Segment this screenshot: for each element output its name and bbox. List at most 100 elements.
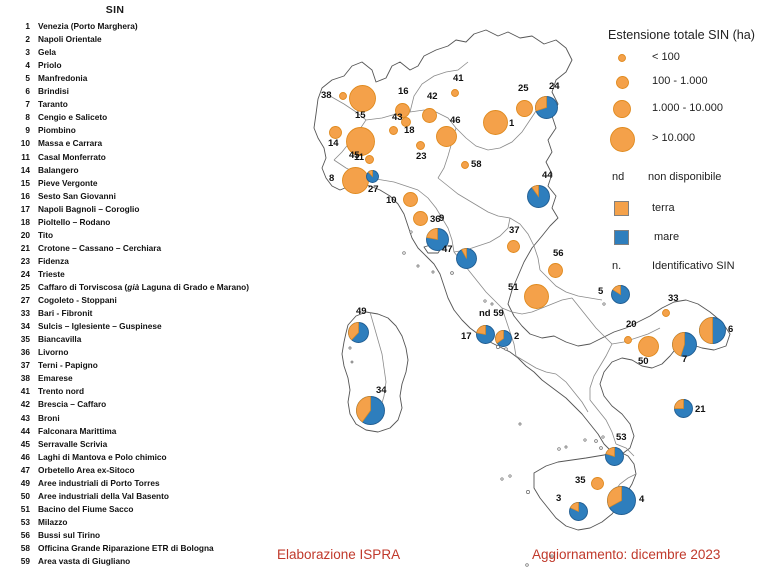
sin-marker-label: 58 — [471, 159, 482, 170]
sin-marker[interactable] — [328, 125, 343, 140]
sin-index-name: Venezia (Porto Marghera) — [38, 21, 138, 31]
legend-size-circle — [617, 53, 627, 63]
sin-index-name: Milazzo — [38, 516, 68, 527]
sin-marker[interactable] — [526, 184, 551, 209]
sin-marker[interactable] — [506, 239, 521, 254]
sin-marker-label: 38 — [321, 90, 332, 101]
legend-size-label: 1.000 - 10.000 — [652, 102, 723, 114]
sin-marker[interactable] — [415, 140, 426, 151]
sin-index-name: Napoli Bagnoli – Coroglio — [38, 203, 140, 214]
sin-index-number: 7 — [25, 99, 30, 110]
sin-marker[interactable] — [345, 126, 376, 157]
sin-marker[interactable] — [482, 109, 509, 136]
sin-index-name: Cengio e Saliceto — [38, 112, 108, 123]
sin-index-number: 18 — [20, 216, 30, 227]
sin-marker[interactable] — [355, 395, 386, 426]
sin-marker[interactable] — [671, 331, 698, 358]
sin-marker-label: 21 — [695, 404, 706, 415]
legend-terra-swatch — [614, 201, 629, 216]
sin-marker-label: 8 — [329, 173, 335, 184]
sin-index-number: 44 — [20, 425, 30, 436]
legend-title: Estensione totale SIN (ha) — [608, 28, 756, 42]
sin-index-name: Biancavilla — [38, 334, 82, 345]
sin-index-number: 45 — [20, 438, 30, 449]
sin-index-number: 6 — [25, 86, 30, 97]
sin-marker[interactable] — [421, 107, 438, 124]
sin-marker[interactable] — [402, 191, 419, 208]
sin-marker[interactable] — [610, 284, 631, 305]
sin-marker[interactable] — [400, 116, 412, 128]
sin-marker[interactable] — [547, 262, 564, 279]
sin-marker[interactable] — [435, 125, 458, 148]
sin-marker[interactable] — [388, 125, 399, 136]
legend-nd-label: non disponibile — [648, 171, 722, 183]
sin-marker[interactable] — [515, 99, 534, 118]
sin-index-name: Bari - Fibronit — [38, 308, 93, 319]
sin-index-name: Orbetello Area ex-Sitoco — [38, 464, 135, 475]
sin-marker[interactable] — [523, 283, 550, 310]
sin-marker[interactable] — [450, 88, 460, 98]
sin-marker-label: 45 — [349, 150, 360, 161]
sin-marker-label: 9 — [439, 213, 445, 224]
sin-index-name: Balangero — [38, 164, 79, 175]
sin-marker-label: 18 — [404, 125, 415, 136]
sin-marker[interactable] — [606, 485, 637, 516]
sin-index-number: 11 — [21, 151, 30, 162]
sin-index-number: 8 — [25, 112, 30, 123]
sin-index-name: Bussi sul Tirino — [38, 529, 101, 540]
legend-size-circle — [612, 99, 632, 119]
sin-marker[interactable] — [698, 316, 727, 345]
sin-index-name: Emarese — [38, 373, 73, 384]
sin-index-number: 3 — [25, 47, 30, 58]
sin-marker[interactable] — [460, 160, 470, 170]
sin-marker[interactable] — [338, 91, 348, 101]
sin-marker[interactable] — [568, 501, 589, 522]
sin-index-number: 2 — [25, 34, 30, 45]
sin-marker[interactable] — [494, 329, 513, 348]
sin-marker[interactable] — [590, 476, 605, 491]
sin-index-name: Broni — [38, 412, 60, 423]
sin-index-name: Taranto — [38, 99, 68, 110]
legend-size-circle — [609, 126, 636, 153]
sin-marker-label: 51 — [508, 282, 519, 293]
sin-marker[interactable] — [623, 335, 633, 345]
sin-marker-label: 43 — [392, 112, 403, 123]
sin-index-name: Livorno — [38, 347, 69, 358]
sin-marker[interactable] — [455, 247, 478, 270]
sin-marker-label: 47 — [442, 244, 453, 255]
sin-marker[interactable] — [347, 321, 370, 344]
sin-index-number: 25 — [20, 282, 30, 292]
legend-id-key: n. — [612, 260, 622, 272]
sin-marker[interactable] — [475, 324, 496, 345]
sin-index-number: 34 — [20, 321, 30, 332]
sin-marker[interactable] — [604, 446, 625, 467]
sin-index-number: 27 — [20, 295, 30, 306]
sin-index-name: Serravalle Scrivia — [38, 438, 108, 449]
sin-marker[interactable] — [425, 227, 450, 252]
sin-index-name: Napoli Orientale — [38, 34, 102, 45]
sin-marker[interactable] — [364, 154, 375, 165]
sin-marker-label: 15 — [355, 110, 366, 121]
legend-size-label: > 10.000 — [652, 132, 696, 144]
sin-marker-label: 36 — [430, 214, 441, 225]
sin-marker-label: 23 — [416, 151, 427, 162]
sin-index-number: 17 — [20, 203, 30, 214]
sin-marker[interactable] — [673, 398, 694, 419]
sin-index-number: 56 — [20, 529, 30, 540]
sin-marker-label: 49 — [356, 306, 367, 317]
sin-marker[interactable] — [348, 84, 377, 113]
small-islands — [348, 230, 606, 567]
sin-marker[interactable] — [661, 308, 671, 318]
sin-marker-label: 44 — [542, 170, 553, 181]
sin-marker-label: 41 — [453, 73, 464, 84]
sin-index-number: 15 — [20, 177, 30, 188]
legend-size-circle — [615, 75, 630, 90]
sin-marker[interactable] — [412, 210, 429, 227]
sin-marker[interactable] — [394, 102, 411, 119]
sin-marker[interactable] — [534, 95, 559, 120]
sin-marker[interactable] — [637, 335, 660, 358]
sin-index-number: 9 — [25, 125, 30, 136]
sin-marker-label: 46 — [450, 115, 461, 126]
sin-marker[interactable] — [365, 169, 380, 184]
sin-index-name: Sulcis – Iglesiente – Guspinese — [38, 321, 162, 332]
